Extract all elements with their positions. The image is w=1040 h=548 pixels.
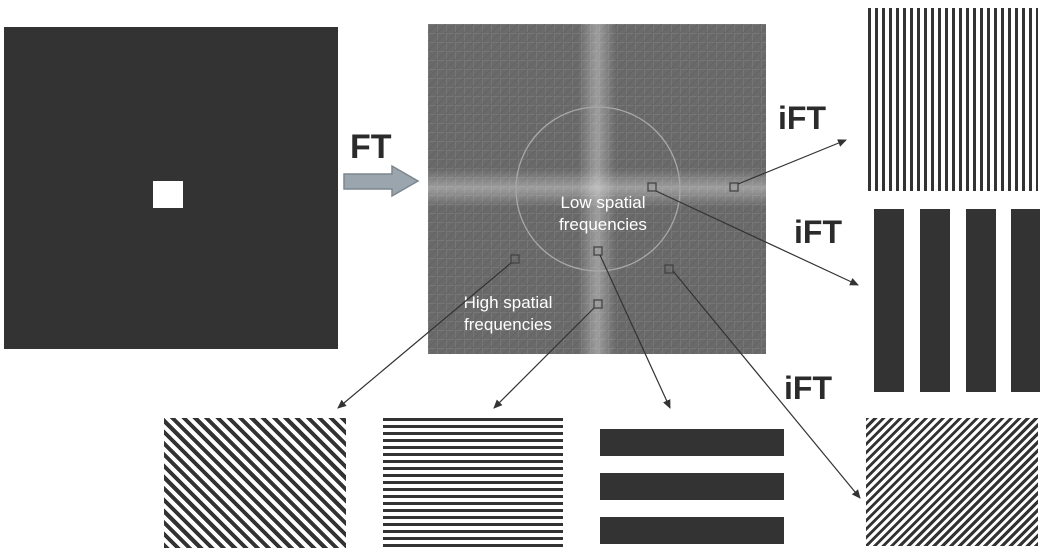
sample-box-high-center — [593, 299, 603, 309]
arrow-to-diagonal — [337, 262, 512, 409]
source-image-panel — [4, 27, 338, 349]
arrow-to-horizontal-fine — [493, 307, 595, 409]
sample-box-low-center — [593, 246, 603, 256]
ift-label-top: iFT — [778, 100, 826, 136]
ift-label-middle: iFT — [794, 214, 842, 250]
diagonal-stripes-panel — [164, 418, 346, 548]
ft-label: FT — [350, 128, 392, 166]
fine-vertical-stripes-panel — [868, 8, 1038, 191]
horizontal-bar — [600, 473, 784, 500]
sample-box-high-right — [664, 264, 674, 274]
sample-box-top-right — [729, 182, 739, 192]
arrow-to-fine-diagonal — [672, 270, 861, 499]
coarse-horizontal-bars-panel — [600, 429, 784, 548]
coarse-vertical-bars-panel — [874, 209, 1040, 392]
arrow-to-fine-vertical — [737, 139, 847, 185]
fine-diagonal-stripes-panel — [866, 418, 1038, 546]
horizontal-bar — [600, 429, 784, 456]
sample-box-low-right — [647, 182, 657, 192]
fine-horizontal-stripes-panel — [383, 418, 563, 548]
sample-box-high-left — [510, 254, 520, 264]
arrow-to-coarse-vertical — [655, 190, 859, 286]
arrow-to-horizontal-coarse — [599, 254, 671, 409]
horizontal-bar — [600, 517, 784, 544]
vertical-bar — [874, 209, 904, 392]
low-frequency-circle — [515, 106, 681, 272]
fourier-spectrum-panel: Low spatial frequencies High spatial fre… — [428, 24, 766, 354]
vertical-bar — [920, 209, 950, 392]
ift-label-bottom: iFT — [784, 370, 832, 406]
low-frequency-label: Low spatial frequencies — [559, 193, 647, 234]
vertical-bar — [966, 209, 996, 392]
vertical-bar — [1011, 209, 1040, 392]
high-frequency-label: High spatial frequencies — [463, 293, 553, 334]
spectrum-svg — [428, 24, 766, 354]
white-square — [153, 181, 183, 208]
